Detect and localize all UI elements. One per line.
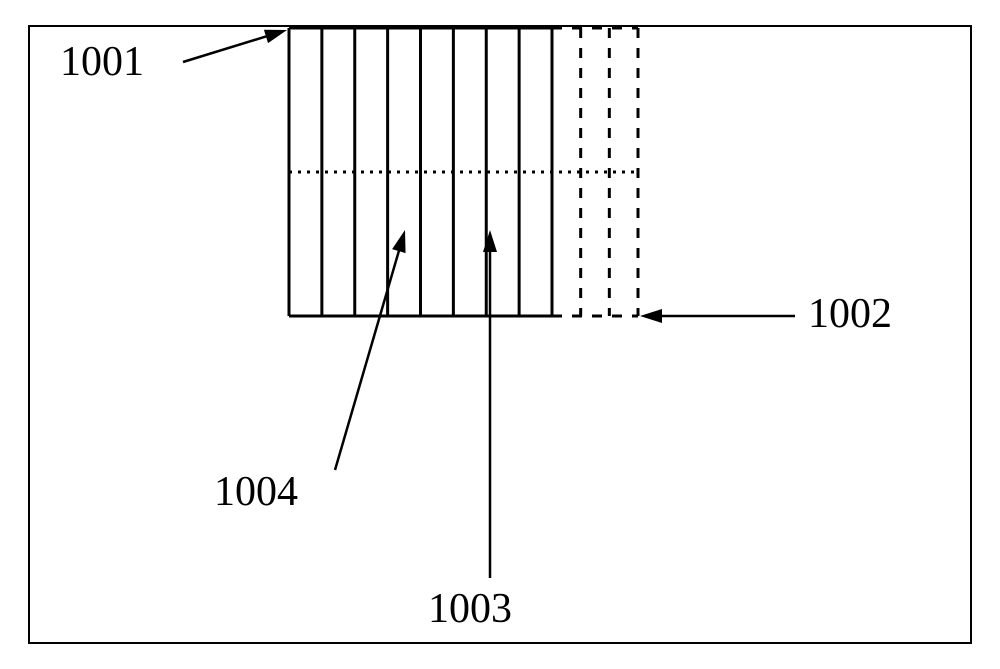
- label-1004: 1004: [214, 468, 298, 516]
- label-1001: 1001: [60, 38, 144, 86]
- label-1003: 1003: [428, 585, 512, 633]
- label-1002: 1002: [808, 290, 892, 338]
- diagram-group: [289, 28, 638, 316]
